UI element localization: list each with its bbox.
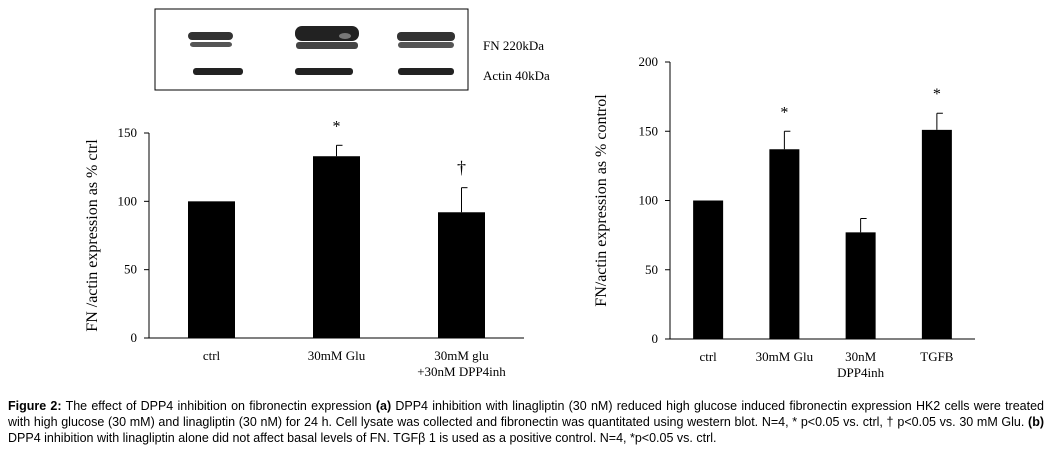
chart-a-category-label: 30mM Glu — [308, 348, 366, 363]
chart-a-category-label: ctrl — [203, 348, 221, 363]
chart-a-category-label: 30mM glu — [434, 348, 489, 363]
chart-a-bar — [313, 156, 360, 338]
caption-panel-a: (a) — [375, 399, 392, 413]
chart-b-category-label: 30mM Glu — [756, 349, 814, 364]
chart-a-bar — [438, 212, 485, 338]
fn-band-label: FN 220kDa — [483, 38, 544, 53]
chart-a-significance-mark: † — [457, 158, 466, 178]
western-blot: FN 220kDa Actin 40kDa — [154, 8, 550, 91]
caption-text-2: DPP4 inhibition with linagliptin (30 nM)… — [8, 399, 1044, 429]
chart-a-bar — [188, 201, 235, 338]
actin-band-lane-3 — [398, 68, 454, 75]
chart-b-category-label: DPP4inh — [837, 365, 884, 380]
actin-band-lane-1 — [193, 68, 243, 75]
chart-b-category-label: TGFB — [920, 349, 954, 364]
figure-label: Figure 2: — [8, 399, 62, 413]
caption-text-1: The effect of DPP4 inhibition on fibrone… — [61, 399, 376, 413]
chart-b-bar — [693, 200, 724, 339]
chart-b-y-tick-label: 0 — [652, 331, 659, 346]
chart-b-bar — [769, 149, 800, 339]
caption-text-3: DPP4 inhibition with linagliptin alone d… — [8, 431, 717, 445]
chart-a-y-tick-label: 50 — [124, 262, 137, 277]
chart-a-category-label: +30nM DPP4inh — [417, 364, 506, 379]
blot-frame — [154, 8, 469, 91]
chart-a-y-tick-label: 100 — [118, 193, 138, 208]
chart-b-y-axis-label: FN/actin expression as % control — [593, 94, 610, 307]
chart-b-y-tick-label: 200 — [639, 54, 659, 69]
actin-band-label: Actin 40kDa — [483, 68, 550, 83]
fn-band-lane-3 — [397, 32, 455, 48]
figure-caption: Figure 2: The effect of DPP4 inhibition … — [8, 398, 1044, 446]
fn-band-lane-2 — [295, 26, 359, 49]
chart-b-bar — [921, 129, 952, 339]
chart-a-y-tick-label: 0 — [131, 330, 138, 345]
chart-b-bar — [845, 232, 876, 339]
chart-a-y-tick-label: 150 — [118, 125, 138, 140]
chart-b-significance-mark: * — [933, 86, 941, 103]
chart-a-significance-mark: * — [333, 118, 341, 135]
chart-b-y-tick-label: 100 — [639, 193, 659, 208]
chart-b-y-tick-label: 50 — [645, 262, 658, 277]
chart-panel-a: 0 50 100 150 FN /actin expression as % ctrl c… — [84, 118, 524, 379]
chart-b-y-tick-label: 150 — [639, 123, 659, 138]
chart-b-significance-mark: * — [780, 104, 788, 121]
chart-b-category-label: 30nM — [845, 349, 877, 364]
actin-band-lane-2 — [295, 68, 353, 75]
chart-b-category-label: ctrl — [699, 349, 717, 364]
caption-panel-b: (b) — [1028, 415, 1044, 429]
fn-band-lane-1 — [188, 32, 233, 47]
chart-panel-b: 0 50 100 150 200 FN/actin expression as % con… — [593, 54, 975, 380]
chart-a-y-axis-label: FN /actin expression as % ctrl — [84, 139, 101, 332]
figure-canvas: FN 220kDa Actin 40kDa 0 50 100 150 FN /actin… — [84, 8, 975, 380]
